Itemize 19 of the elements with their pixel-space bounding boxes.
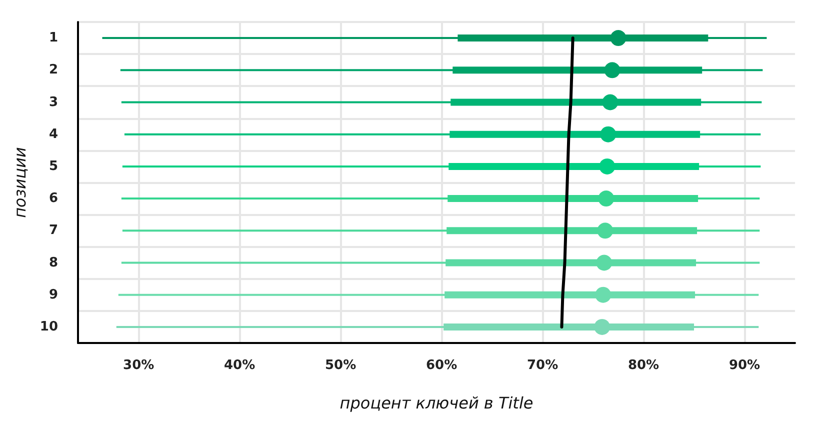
x-tick-label: 50% (325, 358, 356, 373)
y-tick-label: 6 (48, 191, 58, 206)
y-tick-label: 9 (48, 287, 58, 302)
y-tick-label: 4 (48, 126, 58, 142)
y-tick-label: 3 (48, 94, 58, 110)
y-tick-label: 1 (48, 30, 58, 46)
y-tick-label: 10 (40, 319, 58, 334)
x-tick-label: 80% (628, 358, 660, 373)
x-tick-label: 30% (123, 358, 154, 373)
y-tick-label: 7 (48, 223, 58, 238)
y-tick-label: 2 (48, 62, 58, 78)
x-axis-title: процент ключей в Title (340, 394, 534, 412)
x-tick-label: 70% (526, 358, 558, 373)
y-axis-title: позиции (10, 147, 30, 218)
x-tick-label: 40% (224, 358, 256, 373)
y-tick-label: 8 (48, 255, 58, 270)
y-tick-label: 5 (48, 158, 58, 174)
x-tick-label: 90% (728, 358, 760, 373)
x-tick-label: 60% (426, 358, 458, 373)
